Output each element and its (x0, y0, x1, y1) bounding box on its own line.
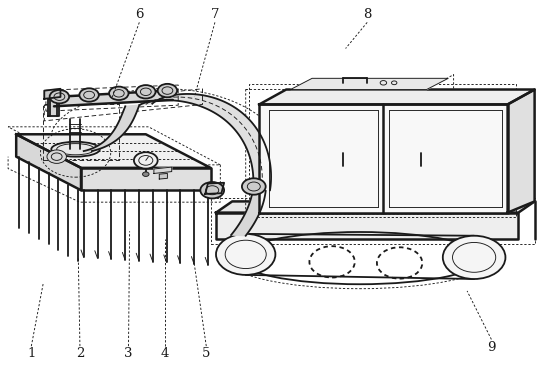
Polygon shape (291, 78, 448, 90)
Polygon shape (48, 99, 59, 116)
Circle shape (136, 85, 156, 98)
Circle shape (443, 236, 505, 279)
Text: 5: 5 (202, 347, 211, 360)
Text: 8: 8 (363, 9, 372, 21)
Circle shape (216, 234, 275, 275)
Circle shape (200, 182, 224, 198)
Polygon shape (159, 173, 167, 179)
Polygon shape (231, 191, 266, 236)
Polygon shape (84, 105, 139, 151)
Circle shape (143, 172, 149, 176)
Circle shape (109, 87, 129, 100)
Text: 6: 6 (135, 9, 144, 21)
Circle shape (79, 88, 99, 102)
Circle shape (134, 152, 158, 169)
Polygon shape (216, 201, 535, 213)
Polygon shape (54, 90, 173, 106)
Circle shape (242, 178, 266, 195)
Text: 3: 3 (124, 347, 133, 360)
Polygon shape (16, 134, 81, 190)
Polygon shape (508, 90, 535, 213)
Ellipse shape (51, 142, 100, 157)
Polygon shape (216, 213, 518, 239)
Polygon shape (205, 183, 224, 194)
Circle shape (47, 150, 66, 163)
Text: 4: 4 (160, 347, 169, 360)
Polygon shape (259, 90, 535, 104)
Polygon shape (44, 89, 60, 99)
Polygon shape (139, 94, 271, 191)
Text: 2: 2 (76, 347, 84, 360)
Circle shape (50, 90, 69, 103)
Text: 9: 9 (487, 341, 496, 354)
Polygon shape (259, 104, 508, 213)
Text: 1: 1 (27, 347, 36, 360)
Polygon shape (81, 168, 211, 190)
Polygon shape (154, 167, 172, 173)
Circle shape (158, 84, 177, 97)
Polygon shape (16, 134, 211, 168)
Text: 7: 7 (211, 9, 219, 21)
